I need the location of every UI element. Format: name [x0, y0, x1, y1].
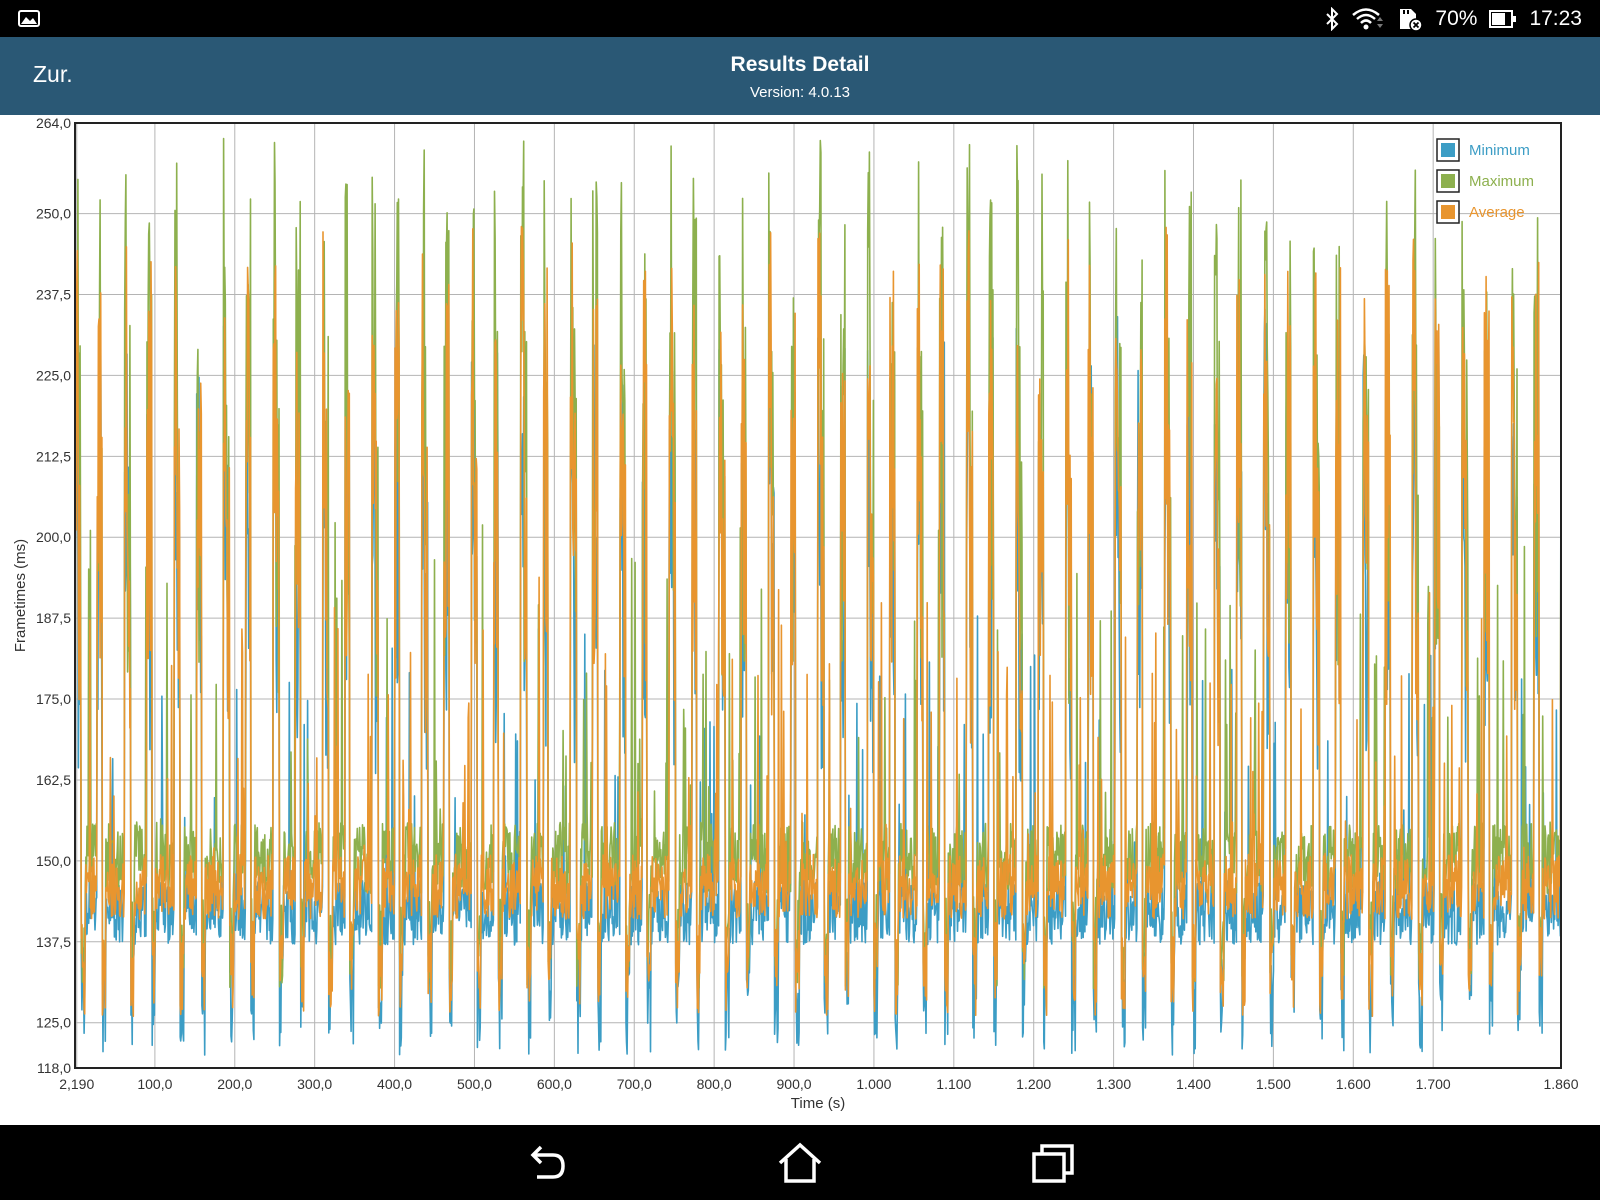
- bluetooth-icon: [1326, 6, 1339, 31]
- nav-home-button[interactable]: [776, 1141, 824, 1185]
- y-axis-label: Frametimes (ms): [12, 539, 29, 652]
- sd-card-icon: [1400, 8, 1424, 31]
- legend-swatch-average: [1441, 205, 1455, 219]
- chart-svg: 118,0 125,0 137,5 150,0 162,5 175,0 187,5 200,0…: [12, 115, 1579, 1112]
- x-tick-label: 100,0: [137, 1076, 172, 1092]
- y-tick-label: 137,5: [36, 934, 71, 950]
- y-tick-label: 264,0: [36, 115, 71, 131]
- y-tick-label: 225,0: [36, 367, 71, 383]
- x-tick-label: 1.500: [1256, 1076, 1291, 1092]
- series-line-average: [74, 225, 1562, 1017]
- back-icon: [530, 1145, 565, 1179]
- battery-percent: 70%: [1435, 6, 1478, 30]
- version-label: Version: 4.0.13: [749, 84, 851, 101]
- x-tick-label: 400,0: [377, 1076, 412, 1092]
- y-tick-label: 175,0: [36, 691, 71, 707]
- y-tick-label: 187,5: [36, 610, 71, 626]
- legend-label-average[interactable]: Average: [1469, 204, 1525, 221]
- x-tick-label: 700,0: [617, 1076, 652, 1092]
- x-tick-label: 1.400: [1176, 1076, 1211, 1092]
- nav-back-button[interactable]: [523, 1141, 571, 1185]
- x-axis-label: Time (s): [791, 1095, 845, 1112]
- wifi-icon: [1352, 7, 1384, 29]
- x-tick-label: 1.700: [1416, 1076, 1451, 1092]
- plot-frame: [74, 122, 1562, 1069]
- y-tick-label: 125,0: [36, 1015, 71, 1031]
- navigation-bar: [0, 1125, 1600, 1200]
- legend-label-minimum[interactable]: Minimum: [1469, 142, 1530, 159]
- x-tick-label: 1.000: [856, 1076, 891, 1092]
- x-tick-label: 1.600: [1336, 1076, 1371, 1092]
- y-tick-label: 118,0: [37, 1060, 71, 1076]
- battery-icon: [1489, 9, 1517, 28]
- title-bar: Zur. Results Detail Version: 4.0.13: [0, 37, 1600, 115]
- clock: 17:23: [1529, 6, 1582, 30]
- back-button[interactable]: Zur.: [33, 61, 73, 87]
- x-tick-label: 1.300: [1096, 1076, 1131, 1092]
- x-tick-label: 1.200: [1016, 1076, 1051, 1092]
- legend-label-maximum[interactable]: Maximum: [1469, 173, 1534, 190]
- x-tick-label: 500,0: [457, 1076, 492, 1092]
- gallery-icon: [18, 10, 40, 27]
- legend-swatch-maximum: [1441, 174, 1455, 188]
- recent-apps-icon: [1032, 1144, 1074, 1183]
- x-tick-label: 600,0: [537, 1076, 572, 1092]
- frametimes-chart: 118,0 125,0 137,5 150,0 162,5 175,0 187,5 200,0…: [0, 115, 1600, 1125]
- status-bar: 70% 17:23: [0, 0, 1600, 37]
- x-tick-label: 800,0: [697, 1076, 732, 1092]
- x-tick-label: 300,0: [297, 1076, 332, 1092]
- legend-swatch-minimum: [1441, 143, 1455, 157]
- x-tick-label: 2,190: [59, 1076, 94, 1092]
- x-tick-label: 200,0: [217, 1076, 252, 1092]
- x-tick-label: 1.860: [1543, 1076, 1578, 1092]
- y-tick-label: 250,0: [36, 206, 71, 222]
- nav-recent-apps-button[interactable]: [1030, 1141, 1078, 1185]
- x-tick-label: 1.100: [936, 1076, 971, 1092]
- y-tick-label: 150,0: [36, 853, 71, 869]
- y-tick-label: 237,5: [36, 287, 71, 303]
- y-tick-label: 200,0: [36, 529, 71, 545]
- x-tick-label: 900,0: [777, 1076, 812, 1092]
- y-tick-label: 162,5: [36, 772, 71, 788]
- page-title: Results Detail: [730, 53, 870, 76]
- home-icon: [778, 1142, 822, 1183]
- y-tick-label: 212,5: [36, 448, 71, 464]
